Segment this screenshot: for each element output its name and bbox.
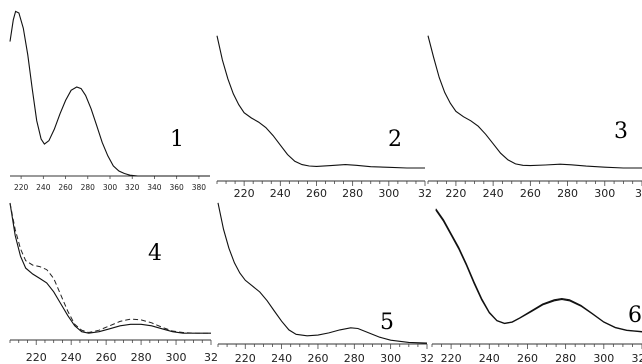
panel-3-label: 3 <box>614 119 628 144</box>
panel-6-tick-label: 240 <box>479 352 500 364</box>
panel-4-tick-label: 220 <box>26 351 47 364</box>
panel-4-tick-label: 32 <box>204 351 218 364</box>
panel-1-label: 1 <box>170 127 184 152</box>
panel-1-tick-label: 380 <box>192 183 207 192</box>
panel-1: 1 220 240 260 280 300 320 340 360 380 <box>9 10 210 192</box>
panel-1-tick-label: 260 <box>58 183 73 192</box>
panel-5-label: 5 <box>380 310 394 335</box>
panel-4-label: 4 <box>148 241 162 266</box>
panel-4: 4 220 240 260 280 300 32 <box>9 202 218 364</box>
panel-3-tick-label: 240 <box>483 187 504 200</box>
panel-5: 5 220 240 260 280 300 32 <box>217 202 434 364</box>
panel-1-tick-label: 340 <box>147 183 162 192</box>
panel-3: 3 220 240 260 280 300 32 <box>427 35 642 200</box>
panel-5-tick-label: 260 <box>307 352 328 364</box>
panel-3-series-1-line <box>427 35 642 169</box>
panel-3-tick-label: 32 <box>635 187 642 200</box>
panel-4-tick-label: 240 <box>61 351 82 364</box>
panel-5-tick-label: 220 <box>235 352 256 364</box>
panel-6-tick-label: 320 <box>632 352 642 364</box>
panel-2-tick-label: 240 <box>270 187 291 200</box>
panel-2-tick-label: 32 <box>418 187 432 200</box>
panel-5-tick-label: 300 <box>380 352 401 364</box>
panel-1-tick-label: 320 <box>125 183 140 192</box>
panel-6: 6 220 240 260 280 300 320 <box>431 208 642 364</box>
panel-6-series-2-line <box>435 209 642 333</box>
panel-2-series-1-line <box>216 35 425 169</box>
panel-6-tick-label: 260 <box>517 352 538 364</box>
panel-5-tick-label: 32 <box>420 352 434 364</box>
panel-2-tick-label: 280 <box>342 187 363 200</box>
panel-4-tick-label: 260 <box>96 351 117 364</box>
panel-1-series-1-line <box>9 10 210 177</box>
panel-5-tick-label: 280 <box>344 352 365 364</box>
panel-6-tick-label: 220 <box>441 352 462 364</box>
panel-2-tick-label: 300 <box>378 187 399 200</box>
panel-5-series-1-line <box>217 202 428 344</box>
panel-6-tick-label: 280 <box>555 352 576 364</box>
panel-4-series-1-line <box>9 202 211 334</box>
panel-4-series-2-line <box>9 202 211 334</box>
panel-1-tick-label: 240 <box>36 183 51 192</box>
panel-1-tick-label: 220 <box>14 183 29 192</box>
panel-1-tick-label: 300 <box>103 183 118 192</box>
panel-1-tick-label: 280 <box>81 183 96 192</box>
panel-2-tick-label: 220 <box>234 187 255 200</box>
panel-2-tick-label: 260 <box>306 187 327 200</box>
panel-3-tick-label: 260 <box>520 187 541 200</box>
panel-3-tick-label: 280 <box>557 187 578 200</box>
panel-3-tick-label: 220 <box>445 187 466 200</box>
panel-2: 2 220 240 260 280 300 32 <box>216 35 432 200</box>
panel-4-tick-label: 280 <box>131 351 152 364</box>
panel-6-tick-label: 300 <box>593 352 614 364</box>
panel-2-label: 2 <box>388 127 402 152</box>
panel-4-tick-label: 300 <box>166 351 187 364</box>
panel-6-label: 6 <box>628 303 642 328</box>
panel-6-series-1-line <box>435 208 642 333</box>
panel-5-tick-label: 240 <box>271 352 292 364</box>
panel-1-tick-label: 360 <box>170 183 185 192</box>
panel-3-tick-label: 300 <box>594 187 615 200</box>
